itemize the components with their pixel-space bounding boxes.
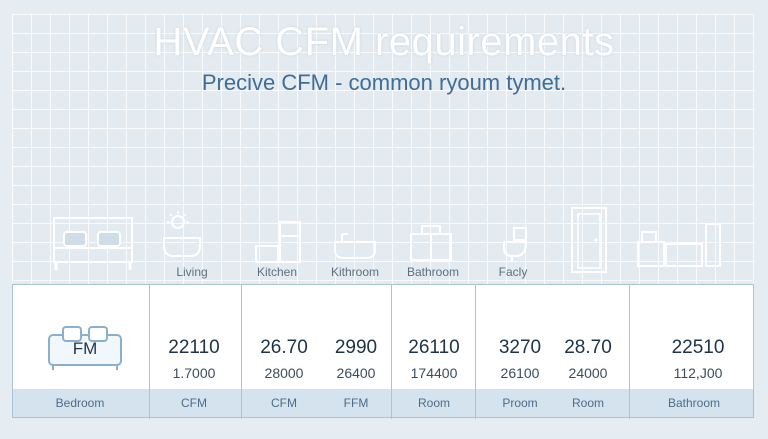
bathtub-icon xyxy=(332,232,378,262)
kitchen-icon xyxy=(254,220,304,264)
cell-sub: 174400 xyxy=(410,365,458,381)
office-icon xyxy=(636,222,724,270)
cell-sub: 28000 xyxy=(264,365,304,381)
cell-value: 22510 xyxy=(671,337,725,358)
column-divider xyxy=(629,285,630,419)
column-divider xyxy=(475,285,476,419)
icon-label: Living xyxy=(176,265,208,279)
cfm-table: FM Bedroom 22110 1.7000 CFM 26.70 28000 … xyxy=(12,284,754,419)
cell-foot: Room xyxy=(571,396,604,410)
bed-icon xyxy=(52,216,134,272)
cell-value: 22110 xyxy=(168,337,220,358)
cell-sub: 112,J00 xyxy=(673,365,723,381)
bed-icon: FM xyxy=(47,325,123,376)
icon-label: Bathroom xyxy=(406,265,460,279)
cell-value: 2990 xyxy=(334,337,378,358)
toilet-icon xyxy=(500,226,530,264)
page-subtitle: Precive CFM - common ryoum tymet. xyxy=(201,70,567,95)
bed-cell-label: FM xyxy=(72,339,98,358)
icon-label: Kithroom xyxy=(330,265,380,279)
cell-sub: 26100 xyxy=(500,365,540,381)
cell-foot: Proom xyxy=(502,396,538,410)
cell-foot: FFM xyxy=(343,396,369,410)
cell-foot: Bathroom xyxy=(667,396,721,410)
cell-value: 26.70 xyxy=(260,337,308,358)
column-divider xyxy=(149,285,150,419)
cell-sub: 1.7000 xyxy=(172,365,216,381)
column-divider xyxy=(391,285,392,419)
cell-foot: Room xyxy=(417,396,450,410)
page-title: HVAC CFM requirements xyxy=(153,20,615,64)
cell-foot: CFM xyxy=(181,396,207,410)
grid-background xyxy=(12,14,754,286)
column-divider xyxy=(241,285,242,419)
cabinet-icon xyxy=(408,224,454,264)
cell-sub: 24000 xyxy=(568,365,608,381)
cell-foot: CFM xyxy=(271,396,297,410)
cell-value: 26110 xyxy=(408,337,460,358)
bathtub-icon xyxy=(160,210,204,262)
cell-value: 28.70 xyxy=(564,337,612,358)
icon-label: Facly xyxy=(498,265,528,279)
cell-value: 3270 xyxy=(498,337,542,358)
cell-foot: Bedroom xyxy=(55,396,105,410)
cell-sub: 26400 xyxy=(336,365,376,381)
icon-label: Kitchen xyxy=(256,265,298,279)
door-icon xyxy=(570,206,610,274)
